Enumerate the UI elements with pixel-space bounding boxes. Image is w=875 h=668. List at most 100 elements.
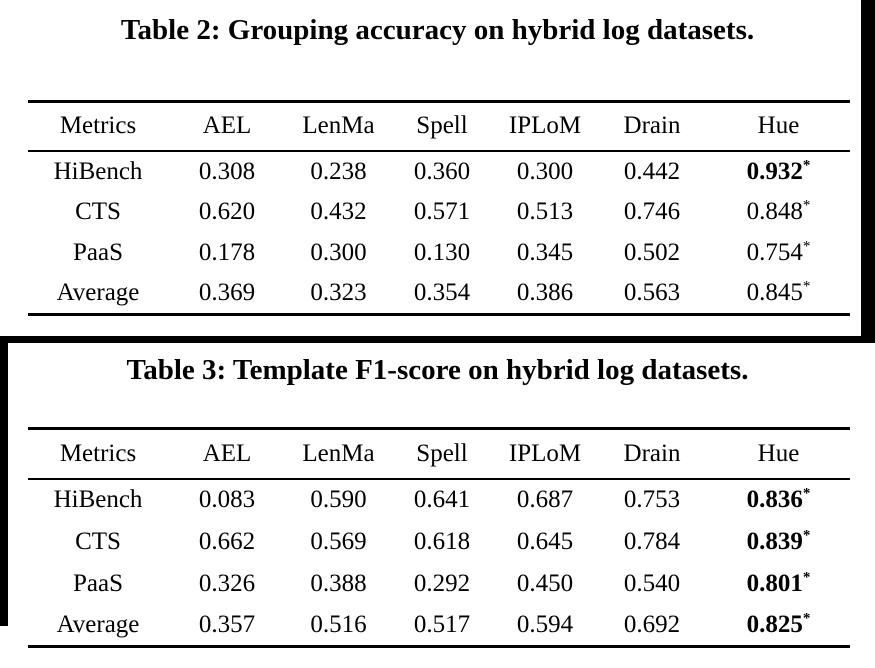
row-label: Average xyxy=(56,610,140,638)
cell-value: 0.662 xyxy=(198,527,256,555)
significance-star: * xyxy=(802,569,811,586)
hue-value: 0.845 xyxy=(746,279,803,307)
table2-header-metrics: Metrics xyxy=(28,101,168,152)
cell-value: 0.594 xyxy=(516,610,574,638)
cell-value: 0.513 xyxy=(516,198,574,225)
cell-value: 0.571 xyxy=(413,198,471,225)
cell-value: 0.388 xyxy=(310,569,367,597)
table3-header-metrics: Metrics xyxy=(28,428,168,480)
cell-value: 0.308 xyxy=(198,157,256,185)
hue-value: 0.848 xyxy=(746,198,803,225)
row-label: HiBench xyxy=(53,157,143,185)
cell-value-hue: 0.848* xyxy=(707,192,850,233)
cell-value: 0.618 xyxy=(413,527,471,555)
hue-value: 0.825 xyxy=(746,610,803,638)
hue-value: 0.839 xyxy=(746,527,803,555)
cell-value: 0.300 xyxy=(310,239,367,266)
table2-header-ael: AEL xyxy=(168,101,286,152)
hue-value: 0.836 xyxy=(746,486,803,513)
table2-header-hue: Hue xyxy=(707,101,850,152)
cell-value-hue: 0.839* xyxy=(707,521,850,563)
cell-value: 0.687 xyxy=(516,486,574,513)
cell-value: 0.590 xyxy=(310,486,367,513)
cell-value-hue: 0.836* xyxy=(707,479,850,521)
significance-star: * xyxy=(802,610,811,627)
cell-value: 0.300 xyxy=(516,157,574,185)
table2: Metrics AEL LenMa Spell IPLoM Drain Hue … xyxy=(28,100,850,316)
cell-value: 0.540 xyxy=(623,569,681,597)
cell-value: 0.357 xyxy=(198,610,256,638)
cell-value-hue: 0.801* xyxy=(707,563,850,605)
cell-value: 0.178 xyxy=(198,239,256,266)
hue-value: 0.932 xyxy=(746,157,803,185)
table2-header-drain: Drain xyxy=(597,101,707,152)
cell-value: 0.563 xyxy=(623,279,681,307)
section-divider-bar xyxy=(0,336,875,343)
significance-star: * xyxy=(802,527,811,544)
row-label: HiBench xyxy=(53,486,143,513)
cell-value: 0.083 xyxy=(198,486,256,513)
page-border-right xyxy=(861,0,875,343)
cell-value: 0.130 xyxy=(413,239,471,266)
table2-header-lenma: LenMa xyxy=(286,101,391,152)
cell-value: 0.432 xyxy=(310,198,367,225)
cell-value: 0.442 xyxy=(623,157,681,185)
cell-value: 0.517 xyxy=(413,610,471,638)
row-label: PaaS xyxy=(73,569,123,597)
table2-caption: Table 2: Grouping accuracy on hybrid log… xyxy=(120,14,755,46)
row-label: CTS xyxy=(75,527,121,555)
cell-value: 0.386 xyxy=(516,279,574,307)
table3-header-row: Metrics AEL LenMa Spell IPLoM Drain Hue xyxy=(28,428,850,480)
table2-row-average: Average 0.369 0.323 0.354 0.386 0.563 0.… xyxy=(28,274,850,315)
table2-header-spell: Spell xyxy=(391,101,493,152)
cell-value-hue: 0.932* xyxy=(707,151,850,192)
cell-value: 0.369 xyxy=(198,279,256,307)
table3-header-ael: AEL xyxy=(168,428,286,480)
table3-row-cts: CTS 0.662 0.569 0.618 0.645 0.784 0.839* xyxy=(28,521,850,563)
significance-star: * xyxy=(802,238,811,255)
table2-row-paas: PaaS 0.178 0.300 0.130 0.345 0.502 0.754… xyxy=(28,233,850,274)
significance-star: * xyxy=(802,157,811,174)
cell-value: 0.450 xyxy=(516,569,574,597)
cell-value: 0.645 xyxy=(516,527,574,555)
cell-value: 0.326 xyxy=(198,569,256,597)
table3-caption: Table 3: Template F1-score on hybrid log… xyxy=(126,354,749,386)
cell-value: 0.692 xyxy=(623,610,681,638)
cell-value: 0.746 xyxy=(623,198,681,225)
cell-value: 0.753 xyxy=(623,486,681,513)
cell-value: 0.516 xyxy=(310,610,367,638)
table3-header-hue: Hue xyxy=(707,428,850,480)
table2-header-row: Metrics AEL LenMa Spell IPLoM Drain Hue xyxy=(28,101,850,152)
cell-value-hue: 0.754* xyxy=(707,233,850,274)
cell-value: 0.360 xyxy=(413,157,471,185)
cell-value: 0.569 xyxy=(310,527,367,555)
table3-header-drain: Drain xyxy=(597,428,707,480)
row-label: CTS xyxy=(75,198,121,225)
table3-row-paas: PaaS 0.326 0.388 0.292 0.450 0.540 0.801… xyxy=(28,563,850,605)
significance-star: * xyxy=(802,485,811,502)
table2-row-hibench: HiBench 0.308 0.238 0.360 0.300 0.442 0.… xyxy=(28,151,850,192)
cell-value-hue: 0.845* xyxy=(707,274,850,315)
table3-header-iplom: IPLoM xyxy=(493,428,597,480)
table2-header-iplom: IPLoM xyxy=(493,101,597,152)
table3-row-average: Average 0.357 0.516 0.517 0.594 0.692 0.… xyxy=(28,605,850,647)
significance-star: * xyxy=(802,197,811,214)
cell-value: 0.784 xyxy=(623,527,681,555)
hue-value: 0.754 xyxy=(746,239,803,266)
cell-value: 0.620 xyxy=(198,198,256,225)
table3-header-lenma: LenMa xyxy=(286,428,391,480)
row-label: Average xyxy=(56,279,140,307)
page-border-left xyxy=(0,336,8,626)
cell-value-hue: 0.825* xyxy=(707,605,850,647)
cell-value: 0.292 xyxy=(413,569,471,597)
table2-row-cts: CTS 0.620 0.432 0.571 0.513 0.746 0.848* xyxy=(28,192,850,233)
significance-star: * xyxy=(802,278,811,295)
table3-header-spell: Spell xyxy=(391,428,493,480)
cell-value: 0.323 xyxy=(310,279,367,307)
cell-value: 0.641 xyxy=(413,486,471,513)
cell-value: 0.502 xyxy=(623,239,681,266)
table3: Metrics AEL LenMa Spell IPLoM Drain Hue … xyxy=(28,427,850,648)
cell-value: 0.354 xyxy=(413,279,471,307)
cell-value: 0.238 xyxy=(310,157,367,185)
